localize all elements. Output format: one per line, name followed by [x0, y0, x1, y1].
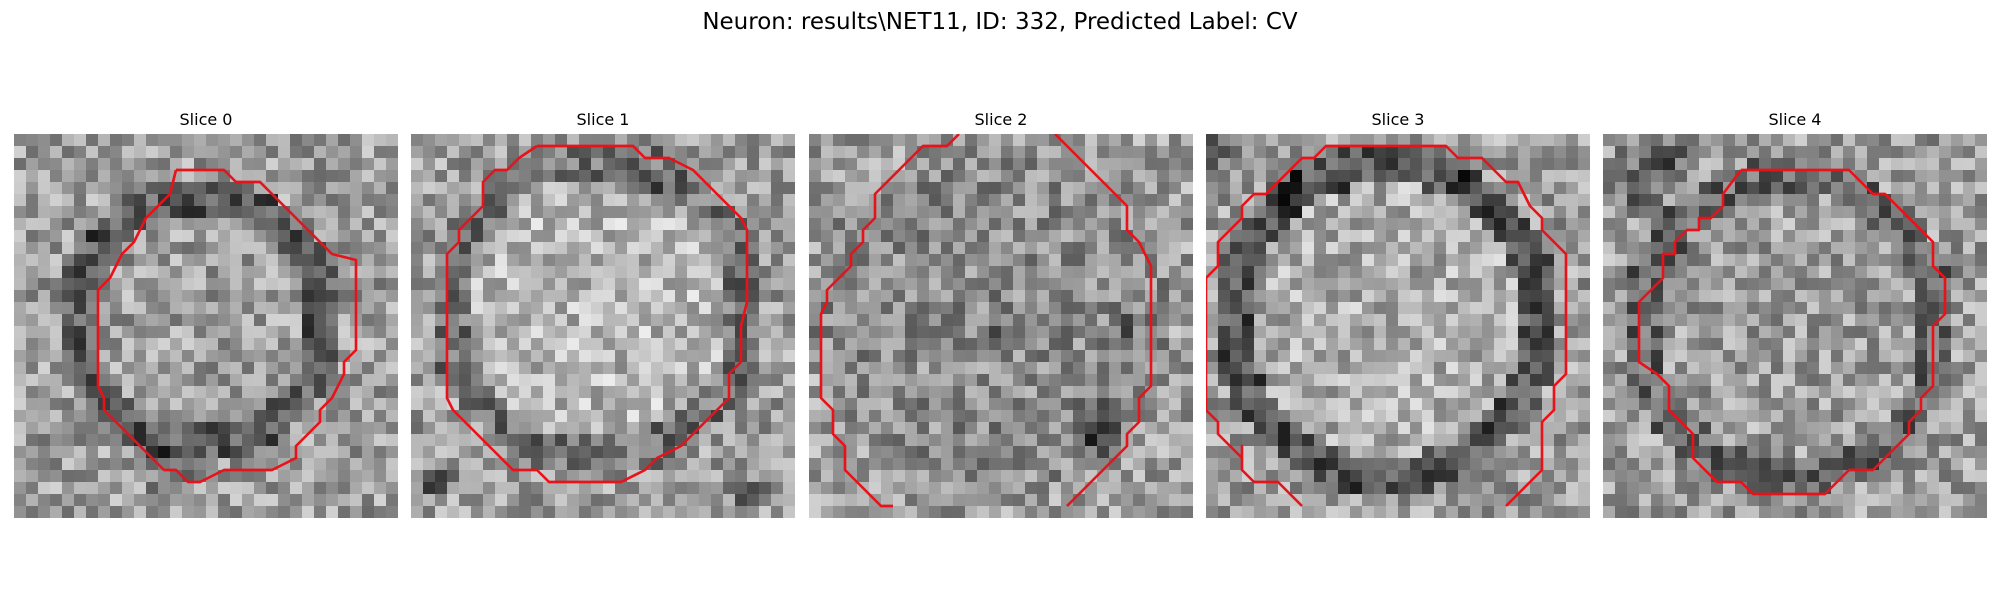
slice-panel-2: Slice 2	[809, 108, 1193, 520]
contour-3	[1206, 144, 1568, 507]
slice-svg-0	[14, 134, 398, 518]
slice-svg-2	[809, 134, 1193, 518]
slice-image-3	[1206, 134, 1590, 518]
slice-svg-1	[411, 134, 795, 518]
slice-pixels-1	[411, 134, 795, 518]
slice-svg-3	[1206, 134, 1590, 518]
slice-image-4	[1603, 134, 1987, 518]
slice-image-2	[809, 134, 1193, 518]
slice-panel-3: Slice 3	[1206, 108, 1590, 520]
slice-panel-0: Slice 0	[14, 108, 398, 520]
slice-title-1: Slice 1	[576, 110, 630, 129]
slice-panel-4: Slice 4	[1603, 108, 1987, 520]
contour-2	[819, 134, 960, 508]
figure-title: Neuron: results\NET11, ID: 332, Predicte…	[702, 9, 1298, 35]
slice-pixels-2	[809, 134, 1193, 518]
contour-1	[445, 144, 749, 484]
slice-image-0	[14, 134, 398, 518]
slice-image-1	[411, 134, 795, 518]
contour-0	[96, 168, 358, 484]
slice-pixels-0	[14, 134, 398, 518]
slice-title-4: Slice 4	[1768, 110, 1822, 129]
slice-pixels-4	[1603, 134, 1987, 518]
slice-title-2: Slice 2	[974, 110, 1028, 129]
slice-title-0: Slice 0	[179, 110, 233, 129]
slice-title-3: Slice 3	[1371, 110, 1425, 129]
slice-svg-4	[1603, 134, 1987, 518]
contour-4	[1637, 168, 1947, 496]
slice-pixels-3	[1206, 134, 1590, 518]
contour-2b	[1054, 134, 1153, 507]
slice-panel-1: Slice 1	[411, 108, 795, 520]
